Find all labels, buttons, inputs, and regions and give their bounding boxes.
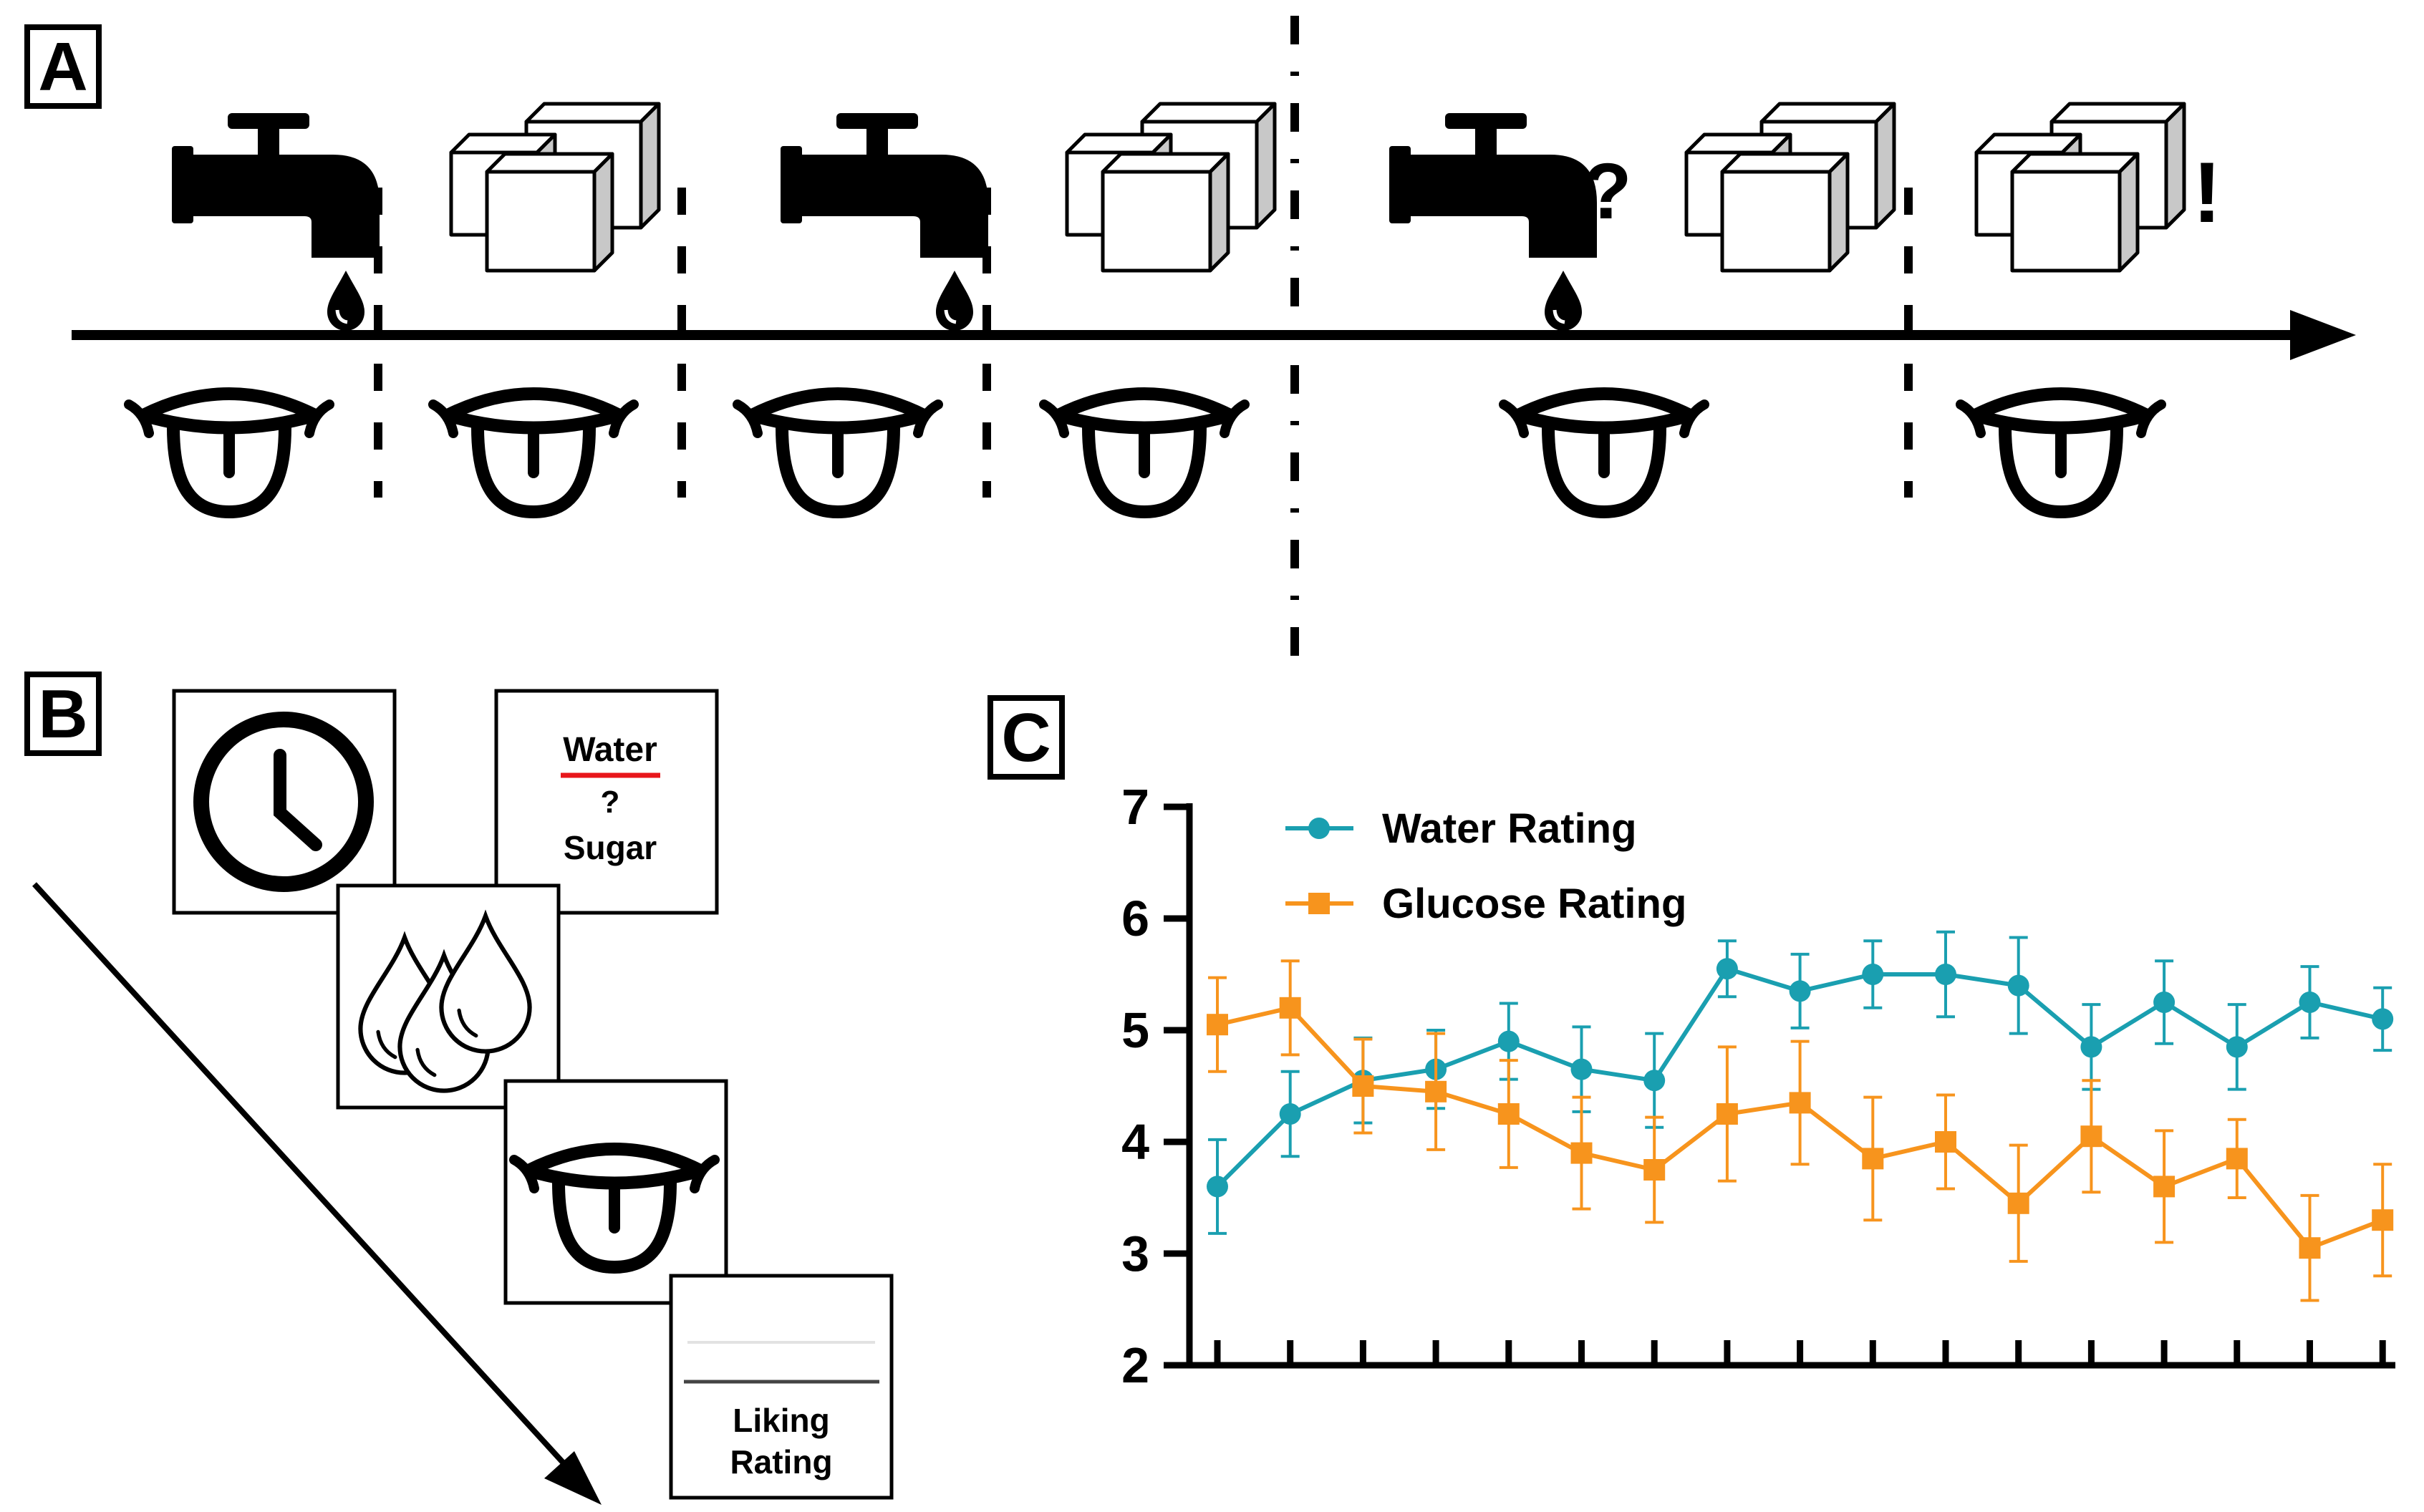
- glucose-rating-series: [1207, 959, 2394, 1302]
- choice-sugar-text: Sugar: [564, 829, 657, 866]
- panel-a: A ? !: [24, 16, 2356, 677]
- liking-rating-chart: 2 3 4 5 6 7 Water Rating Glucose Rating: [1121, 779, 2395, 1393]
- mouth-tongue-icon: [1504, 394, 1704, 512]
- sugar-cubes-icon: [1976, 104, 2184, 271]
- mouth-tongue-icon: [738, 394, 938, 512]
- glucose-data-point: [2007, 1192, 2029, 1214]
- glucose-data-point: [1789, 1092, 1811, 1114]
- water-data-point: [1716, 958, 1738, 980]
- water-data-point: [1279, 1103, 1301, 1125]
- y-tick-label: 4: [1121, 1114, 1149, 1170]
- mouth-tongue-icon: [1961, 394, 2161, 512]
- sugar-cubes-icon: [1686, 104, 1894, 271]
- y-tick-label: 2: [1121, 1337, 1149, 1393]
- glucose-data-point: [1862, 1148, 1884, 1170]
- panel-c: C 2 3 4 5 6 7 Water Rating Glucose Rating: [988, 695, 2395, 1393]
- water-legend-marker: [1308, 818, 1330, 839]
- trial-separators: [374, 188, 1913, 498]
- water-data-point: [2080, 1036, 2102, 1058]
- sequence-arrowhead: [544, 1451, 602, 1505]
- water-data-point: [1935, 964, 1956, 985]
- water-data-point: [1862, 964, 1884, 985]
- water-data-point: [1570, 1058, 1593, 1080]
- panel-a-label-box: [24, 24, 102, 109]
- panel-c-label-box: [988, 695, 1065, 780]
- y-tick-label: 7: [1121, 779, 1149, 835]
- x-ticks: [1214, 1340, 2386, 1365]
- y-tick-label: 5: [1121, 1002, 1149, 1058]
- glucose-data-point: [1643, 1159, 1666, 1181]
- y-ticks: 2 3 4 5 6 7: [1121, 779, 1189, 1393]
- water-data-point: [2226, 1036, 2248, 1058]
- glucose-data-point: [1570, 1142, 1593, 1164]
- glucose-data-point: [1716, 1103, 1738, 1125]
- rating-liking-text: Liking: [733, 1402, 829, 1439]
- glucose-data-point: [1425, 1080, 1447, 1102]
- glucose-data-point: [1935, 1131, 1956, 1153]
- choice-water-text: Water: [563, 731, 657, 769]
- mouth-tongue-icon: [129, 394, 329, 512]
- glucose-data-point: [2226, 1148, 2248, 1170]
- y-tick-label: 6: [1121, 891, 1149, 946]
- series-layer: [1207, 930, 2394, 1302]
- legend: Water Rating Glucose Rating: [1285, 805, 1686, 927]
- screen-choice: [494, 689, 719, 915]
- panel-c-letter: C: [1001, 699, 1051, 776]
- exclamation-mark: !: [2193, 145, 2221, 241]
- water-data-point: [2007, 974, 2029, 997]
- water-data-point: [2372, 1008, 2394, 1030]
- water-data-point: [1643, 1070, 1666, 1092]
- timeline-arrowhead: [2290, 310, 2356, 360]
- question-mark: ?: [1583, 147, 1631, 236]
- water-data-point: [2153, 992, 2176, 1013]
- panel-b-letter: B: [38, 676, 87, 752]
- glucose-data-point: [2153, 1176, 2176, 1198]
- water-data-point: [1497, 1030, 1520, 1052]
- screen-rating: [669, 1274, 894, 1500]
- glucose-legend-marker: [1308, 893, 1330, 914]
- glucose-data-point: [1352, 1075, 1374, 1097]
- faucet-icon: [781, 113, 988, 331]
- mouth-tongue-icon: [433, 394, 634, 512]
- glucose-data-point: [2372, 1209, 2394, 1231]
- glucose-data-point: [2299, 1237, 2321, 1259]
- mouth-tongue-icon: [1044, 394, 1245, 512]
- faucet-icon: [172, 113, 380, 331]
- water-data-point: [2299, 992, 2321, 1013]
- water-legend-label: Water Rating: [1382, 805, 1637, 852]
- sugar-cubes-icon: [451, 104, 659, 271]
- choice-question-text: ?: [601, 785, 620, 820]
- glucose-data-point: [1279, 997, 1301, 1019]
- glucose-data-point: [1207, 1014, 1228, 1036]
- glucose-legend-label: Glucose Rating: [1382, 881, 1686, 927]
- screen-clock: [172, 689, 397, 915]
- panel-a-letter: A: [38, 29, 87, 105]
- y-tick-label: 3: [1121, 1226, 1149, 1281]
- rating-rating-text: Rating: [730, 1443, 832, 1480]
- glucose-data-point: [2080, 1125, 2102, 1148]
- panel-b: B Water ? Sugar Liking Rating: [24, 672, 894, 1505]
- panel-b-label-box: [24, 672, 102, 756]
- sugar-cubes-icon: [1067, 104, 1275, 271]
- glucose-data-point: [1497, 1103, 1520, 1125]
- faucet-icon: [1389, 113, 1597, 331]
- water-data-point: [1789, 980, 1811, 1002]
- water-data-point: [1207, 1176, 1228, 1198]
- sequence-arrow-line: [32, 882, 575, 1475]
